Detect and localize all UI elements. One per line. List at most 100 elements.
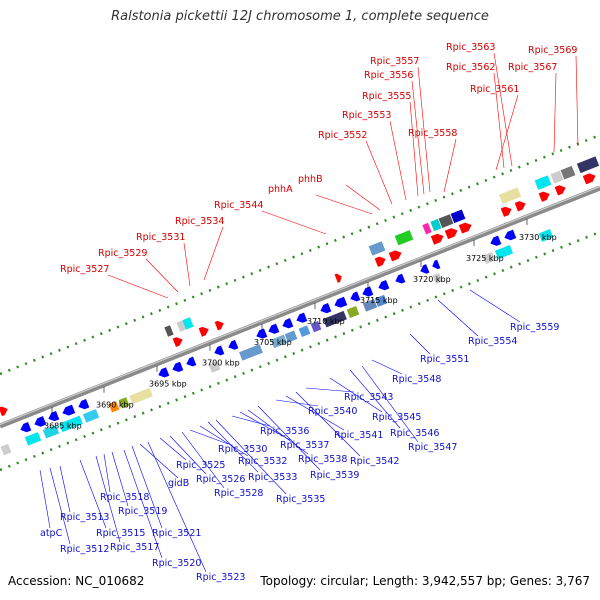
forward-gene-arrow-55 xyxy=(458,222,472,234)
reverse-gene-arrow-3 xyxy=(62,404,76,416)
feature-block-35 xyxy=(284,330,298,343)
reverse-gene-arrow-8 xyxy=(214,345,225,356)
leader-line xyxy=(261,210,327,235)
reverse-gene-label: Rpic_3539 xyxy=(310,470,359,481)
forward-gene-label: Rpic_3527 xyxy=(60,264,109,275)
forward-gene-label: Rpic_3569 xyxy=(528,45,577,56)
forward-gene-label: Rpic_3562 xyxy=(446,62,495,73)
reverse-gene-label: Rpic_3546 xyxy=(390,428,439,439)
leader-line xyxy=(159,437,187,461)
feature-block-42 xyxy=(432,272,443,284)
forward-gene-arrow-58 xyxy=(538,191,550,202)
reverse-gene-label: Rpic_3548 xyxy=(392,374,441,385)
tick-label: 3685 kbp xyxy=(44,421,82,430)
leader-line xyxy=(495,94,519,171)
leader-line xyxy=(139,443,179,479)
leader-line xyxy=(305,387,355,393)
feature-block-29 xyxy=(108,401,120,413)
leader-line xyxy=(443,138,457,193)
reverse-gene-label: Rpic_3547 xyxy=(408,442,457,453)
reverse-gene-label: Rpic_3530 xyxy=(218,444,267,455)
leader-line xyxy=(295,391,361,457)
feature-block-74 xyxy=(576,156,600,174)
feature-block-34 xyxy=(270,334,288,349)
leader-line xyxy=(123,449,163,559)
leader-line xyxy=(361,365,419,443)
feature-block-31 xyxy=(129,387,153,405)
leader-line xyxy=(437,299,479,337)
accession-text: Accession: NC_010682 xyxy=(8,574,145,588)
reverse-gene-label: gidB xyxy=(168,478,189,489)
reverse-gene-label: Rpic_3521 xyxy=(152,528,201,539)
reverse-gene-arrow-20 xyxy=(420,264,430,274)
forward-gene-arrow-47 xyxy=(172,337,183,348)
reverse-gene-label: Rpic_3540 xyxy=(308,406,357,417)
feature-block-72 xyxy=(550,170,564,184)
reverse-gene-label: Rpic_3520 xyxy=(152,558,201,569)
forward-gene-label: Rpic_3561 xyxy=(470,84,519,95)
forward-gene-arrow-53 xyxy=(430,233,444,245)
leader-line xyxy=(103,453,111,493)
forward-gene-arrow-46 xyxy=(0,406,8,417)
genome-backbone xyxy=(0,185,600,429)
forward-gene-label: Rpic_3567 xyxy=(508,62,557,73)
leader-line xyxy=(349,369,401,429)
reverse-gene-arrow-17 xyxy=(362,286,374,297)
leader-line xyxy=(345,184,381,211)
reverse-gene-label: atpC xyxy=(40,528,63,539)
forward-gene-label: phhB xyxy=(298,174,323,185)
feature-block-65 xyxy=(394,230,414,246)
feature-block-30 xyxy=(118,397,130,409)
forward-gene-arrow-60 xyxy=(582,173,596,185)
reverse-gene-label: Rpic_3533 xyxy=(248,472,297,483)
feature-block-38 xyxy=(323,310,347,328)
feature-block-40 xyxy=(362,298,378,312)
forward-gene-label: Rpic_3534 xyxy=(175,216,224,227)
reverse-gene-label: Rpic_3518 xyxy=(100,492,149,503)
leader-line xyxy=(131,445,163,529)
feature-block-64 xyxy=(368,241,386,256)
leader-line xyxy=(411,80,425,195)
leader-line xyxy=(79,459,107,529)
forward-gene-label: Rpic_3557 xyxy=(370,56,419,67)
feature-block-37 xyxy=(310,320,322,333)
tick-label: 3730 kbp xyxy=(519,233,557,242)
map-title: Ralstonia pickettii 12J chromosome 1, co… xyxy=(111,9,489,24)
leader-line xyxy=(493,52,513,167)
tick-label: 3690 kbp xyxy=(96,401,134,410)
leader-line xyxy=(365,140,393,205)
leader-line xyxy=(575,55,579,147)
forward-gene-arrow-56 xyxy=(500,206,512,217)
forward-gene-arrow-48 xyxy=(198,326,209,337)
leader-line xyxy=(469,289,521,323)
feature-block-45 xyxy=(538,229,554,242)
leader-line xyxy=(231,415,271,427)
leader-line xyxy=(493,72,505,169)
leader-line xyxy=(199,425,249,457)
leader-line xyxy=(257,405,321,471)
forward-gene-label: Rpic_3558 xyxy=(408,128,457,139)
reverse-gene-arrow-6 xyxy=(172,361,184,372)
reverse-gene-arrow-1 xyxy=(34,416,47,427)
reverse-gene-arrow-5 xyxy=(158,367,170,378)
feature-block-32 xyxy=(208,361,221,373)
forward-gene-label: Rpic_3553 xyxy=(342,110,391,121)
reverse-gene-label: Rpic_3543 xyxy=(344,392,393,403)
leader-lines xyxy=(39,52,579,573)
reverse-gene-arrow-18 xyxy=(378,280,390,291)
reverse-gene-label: Rpic_3537 xyxy=(280,440,329,451)
forward-gene-label: Rpic_3544 xyxy=(214,200,263,211)
leader-line xyxy=(417,66,431,193)
reverse-gene-arrow-2 xyxy=(48,410,60,422)
reverse-gene-label: Rpic_3523 xyxy=(196,572,245,583)
reverse-gene-label: Rpic_3538 xyxy=(298,454,347,465)
forward-gene-label: Rpic_3555 xyxy=(362,91,411,102)
forward-gene-arrow-54 xyxy=(444,228,458,240)
feature-block-26 xyxy=(42,425,60,439)
reverse-gene-label: Rpic_3512 xyxy=(60,544,109,555)
reverse-gene-label: Rpic_3535 xyxy=(276,494,325,505)
leader-line xyxy=(147,441,207,573)
forward-gene-label: phhA xyxy=(268,184,293,195)
leader-line xyxy=(107,274,169,299)
